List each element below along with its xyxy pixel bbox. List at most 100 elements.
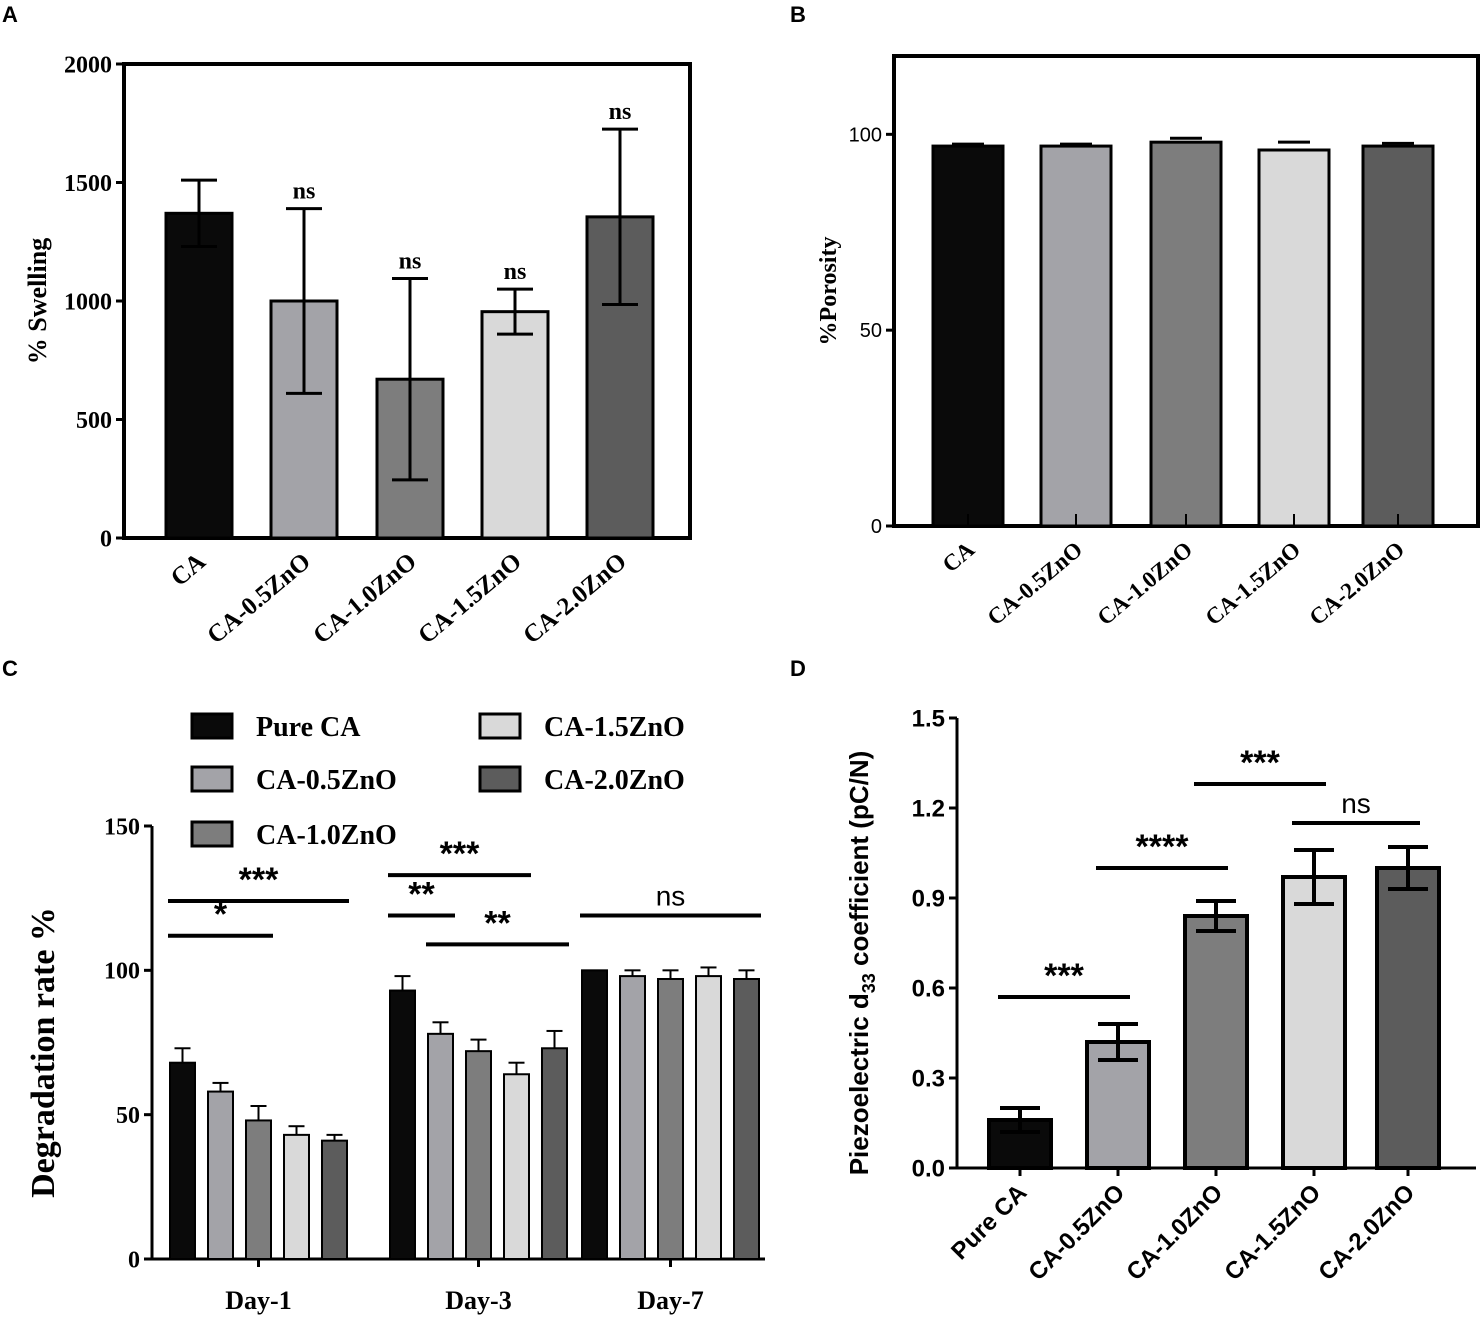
bar (657, 977, 684, 1260)
y-axis-label: Degradation rate % (25, 907, 62, 1198)
bar (503, 1073, 530, 1260)
panel-label-b: B (790, 2, 806, 27)
bar (169, 1061, 196, 1260)
bar (1281, 875, 1347, 1170)
y-tick-label: 100 (104, 959, 140, 985)
x-tick-label: CA (166, 548, 211, 592)
significance-label: *** (1240, 744, 1280, 782)
bar (465, 1050, 492, 1261)
y-tick-label: 0.0 (912, 1155, 945, 1182)
significance-label: ns (1341, 788, 1371, 819)
y-axis-label: %Porosity (816, 237, 842, 346)
bar (931, 144, 1005, 528)
x-tick-label: Day-1 (225, 1286, 291, 1315)
y-tick-label: 0.9 (912, 885, 945, 912)
y-axis-label: Piezoelectric d33 coefficient (pC/N) (844, 751, 879, 1176)
bar (207, 1090, 234, 1261)
bar (541, 1047, 568, 1260)
y-axis-label-subscript: 33 (859, 973, 879, 993)
legend-swatch (190, 712, 234, 740)
bar (164, 211, 234, 540)
y-axis-label: % Swelling (23, 238, 52, 364)
y-tick-label: 0 (128, 1247, 140, 1273)
bar (695, 975, 722, 1261)
bar (321, 1139, 348, 1260)
significance-label: *** (1044, 957, 1084, 995)
y-tick-label: 0 (100, 526, 112, 552)
legend-swatch (190, 765, 234, 793)
bar (1375, 866, 1441, 1170)
bar (245, 1119, 272, 1260)
bar (1085, 1040, 1151, 1170)
panel-label-a: A (2, 2, 18, 27)
bar (1039, 144, 1113, 528)
bar (427, 1032, 454, 1260)
y-tick-label: 50 (116, 1103, 140, 1129)
x-tick-label: CA-2.0ZnO (1305, 537, 1410, 630)
bar (1183, 914, 1249, 1170)
y-tick-label: 2000 (64, 52, 112, 78)
x-tick-label: Day-3 (445, 1286, 511, 1315)
y-tick-label: 500 (76, 408, 112, 434)
x-tick-label: CA-2.0ZnO (1313, 1179, 1420, 1286)
panel-a-swelling-chart: 0 500 1000 1500 2000 CA ns CA-0.5ZnO ns CA-1.0ZnO… (23, 52, 692, 649)
x-tick-label: CA-1.5ZnO (1201, 537, 1306, 630)
significance-label: ns (656, 880, 686, 911)
bar (581, 969, 608, 1260)
significance-label: ns (504, 259, 527, 285)
x-tick-label: CA-2.0ZnO (518, 548, 632, 649)
y-axis-label-suffix: coefficient (pC/N) (844, 751, 874, 973)
y-tick-label: 1500 (64, 171, 112, 197)
legend-swatch (478, 765, 522, 793)
y-tick-label: 1.5 (912, 705, 945, 732)
significance-label: ** (484, 904, 511, 942)
panel-d-piezoelectric-chart: 0.0 0.3 0.6 0.9 1.2 1.5 Pure CACA-0.5ZnOCA-1.0… (844, 705, 1476, 1286)
panel-label-d: D (790, 656, 806, 681)
significance-label: *** (239, 861, 279, 899)
legend-swatch (190, 820, 234, 848)
significance-label: ns (609, 99, 632, 125)
legend-swatch (478, 712, 522, 740)
y-tick-label: 0.6 (912, 975, 945, 1002)
significance-label: *** (440, 835, 480, 873)
bar (733, 977, 760, 1260)
y-tick-label: 100 (849, 124, 882, 146)
panel-labels: A B C D (2, 2, 806, 681)
x-tick-label: CA-0.5ZnO (1023, 1179, 1130, 1286)
x-tick-label: CA-1.5ZnO (1219, 1179, 1326, 1286)
bar (480, 310, 550, 540)
y-tick-label: 50 (860, 320, 882, 342)
bar (269, 299, 339, 540)
x-tick-label: CA-1.5ZnO (413, 548, 527, 649)
bar (1149, 140, 1223, 528)
bar (389, 989, 416, 1260)
bar (1257, 148, 1331, 528)
legend-label: CA-1.0ZnO (256, 820, 397, 851)
x-tick-label: CA-1.0ZnO (1093, 537, 1198, 630)
legend-label: CA-2.0ZnO (544, 765, 685, 796)
y-axis-label-prefix: Piezoelectric d (844, 993, 874, 1175)
x-tick-label: CA-1.0ZnO (1121, 1179, 1228, 1286)
significance-label: * (214, 896, 228, 934)
y-tick-label: 1000 (64, 289, 112, 315)
x-tick-label: Pure CA (946, 1179, 1032, 1265)
x-tick-label: CA-1.0ZnO (308, 548, 422, 649)
legend-label: CA-1.5ZnO (544, 712, 685, 743)
x-tick-label: Day-7 (637, 1286, 703, 1315)
y-tick-label: 0 (871, 516, 882, 538)
y-tick-label: 150 (104, 814, 140, 840)
significance-label: ** (408, 875, 435, 913)
bar (283, 1133, 310, 1260)
x-tick-label: CA-0.5ZnO (202, 548, 316, 649)
panel-b-porosity-chart: 0 50 100 CA CA-0.5ZnO CA-1.0ZnO CA-1.5ZnO CA-2.… (816, 54, 1480, 630)
bar (619, 975, 646, 1261)
legend-label: Pure CA (256, 712, 361, 743)
y-tick-label: 0.3 (912, 1065, 945, 1092)
y-tick-label: 1.2 (912, 795, 945, 822)
bar (1361, 144, 1435, 528)
x-tick-label: CA (938, 536, 980, 577)
legend-label: CA-0.5ZnO (256, 765, 397, 796)
